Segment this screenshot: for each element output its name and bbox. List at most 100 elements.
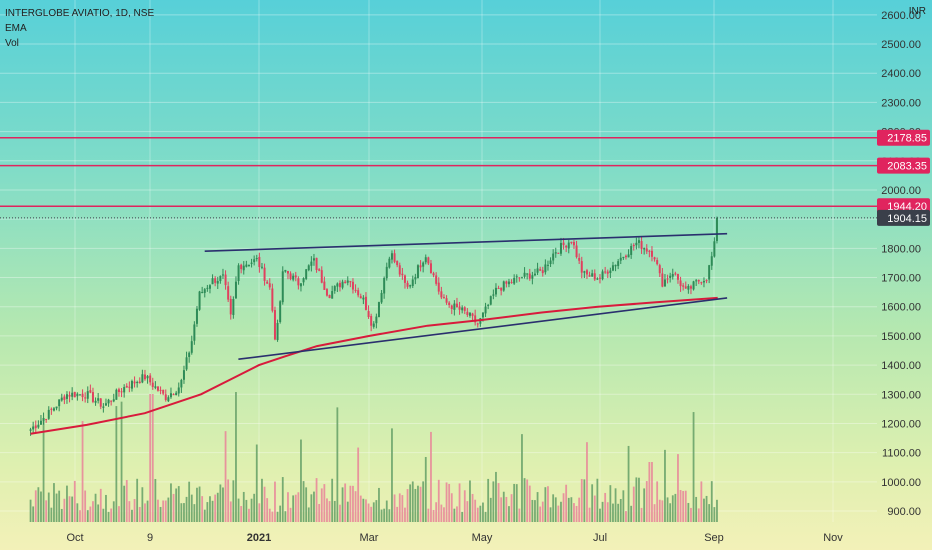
- volume-bar: [99, 488, 102, 522]
- candle-body: [234, 281, 237, 299]
- candle-body: [149, 375, 152, 383]
- volume-bar: [94, 493, 97, 522]
- candle-body: [138, 381, 141, 384]
- volume-bar: [50, 507, 53, 522]
- volume-indicator-label[interactable]: Vol: [5, 38, 19, 49]
- candle-body: [224, 274, 227, 286]
- volume-bar: [216, 492, 219, 522]
- volume-bar: [432, 509, 435, 522]
- candle-body: [297, 278, 300, 286]
- candle-body: [130, 381, 133, 389]
- volume-bar: [76, 503, 79, 522]
- candle-body: [76, 393, 79, 397]
- volume-bar: [313, 491, 315, 522]
- volume-bar: [669, 503, 672, 522]
- candle-body: [494, 287, 497, 295]
- volume-bar: [653, 504, 656, 522]
- volume-bar: [445, 482, 448, 522]
- ema-indicator-label[interactable]: EMA: [5, 23, 27, 34]
- candle-body: [546, 264, 549, 266]
- volume-bar: [671, 495, 674, 522]
- candle-body: [606, 271, 609, 274]
- volume-bar: [274, 481, 276, 522]
- volume-bar: [60, 508, 63, 522]
- candle-body: [253, 259, 256, 263]
- volume-bar: [523, 478, 526, 522]
- candle-body: [115, 389, 118, 400]
- volume-bar: [71, 496, 74, 522]
- volume-bar: [476, 507, 479, 522]
- volume-bar: [281, 477, 284, 522]
- volume-bar: [242, 491, 245, 522]
- price-tick-label: 1600.00: [881, 302, 921, 314]
- candle-body: [580, 261, 583, 273]
- candle-body: [86, 391, 89, 399]
- volume-bar: [352, 485, 354, 522]
- volume-bar: [203, 509, 206, 522]
- volume-bar: [505, 496, 508, 522]
- volume-bar: [456, 506, 458, 522]
- volume-bar: [398, 493, 401, 522]
- volume-bar: [318, 503, 321, 522]
- candle-body: [715, 217, 718, 241]
- volume-bar: [599, 508, 601, 522]
- candle-body: [435, 275, 438, 284]
- volume-bar: [92, 501, 94, 522]
- volume-bar: [625, 511, 627, 522]
- candle-body: [526, 273, 529, 275]
- candle-body: [541, 270, 544, 274]
- volume-bar: [677, 454, 679, 522]
- volume-bar: [367, 503, 370, 522]
- volume-bar: [294, 494, 297, 522]
- candle-body: [120, 391, 123, 393]
- candle-body: [692, 281, 695, 290]
- volume-bar: [708, 504, 711, 522]
- candle-body: [609, 270, 612, 273]
- candle-body: [422, 262, 425, 267]
- volume-bar: [201, 496, 204, 522]
- candle-body: [458, 306, 461, 310]
- volume-bar: [492, 481, 495, 522]
- volume-bar: [211, 500, 214, 522]
- volume-bar: [328, 501, 331, 522]
- volume-bar: [401, 495, 404, 522]
- volume-bar: [128, 501, 131, 522]
- candle-body: [500, 287, 503, 291]
- volume-bar: [66, 485, 68, 522]
- volume-bar: [664, 449, 666, 522]
- volume-bar: [547, 486, 549, 522]
- candle-body: [281, 271, 284, 303]
- candle-body: [474, 315, 477, 323]
- symbol-title[interactable]: INTERGLOBE AVIATIO, 1D, NSE: [5, 8, 155, 19]
- candle-body: [45, 418, 48, 420]
- candle-body: [240, 264, 243, 270]
- volume-bar: [346, 501, 349, 522]
- candle-body: [614, 264, 617, 267]
- volume-bar: [271, 511, 274, 522]
- candle-body: [29, 429, 32, 431]
- volume-bar: [79, 510, 81, 522]
- volume-bar: [565, 484, 568, 522]
- volume-bars: [29, 392, 718, 522]
- volume-bar: [224, 431, 227, 522]
- candle-body: [627, 254, 630, 258]
- time-tick-label: 2021: [247, 532, 271, 544]
- volume-bar: [110, 508, 113, 522]
- volume-bar: [333, 500, 336, 522]
- volume-bar: [378, 487, 380, 522]
- candle-body: [497, 287, 500, 289]
- volume-bar: [479, 505, 482, 522]
- currency-label[interactable]: INR: [908, 6, 926, 17]
- candle-body: [489, 296, 492, 305]
- volume-bar: [427, 508, 430, 522]
- time-tick-label: Sep: [704, 532, 724, 544]
- volume-bar: [229, 501, 232, 522]
- volume-bar: [560, 501, 562, 522]
- candle-body: [37, 424, 40, 428]
- volume-bar: [651, 462, 653, 522]
- volume-bar: [583, 479, 586, 522]
- volume-bar: [115, 406, 118, 522]
- volume-bar: [232, 480, 235, 522]
